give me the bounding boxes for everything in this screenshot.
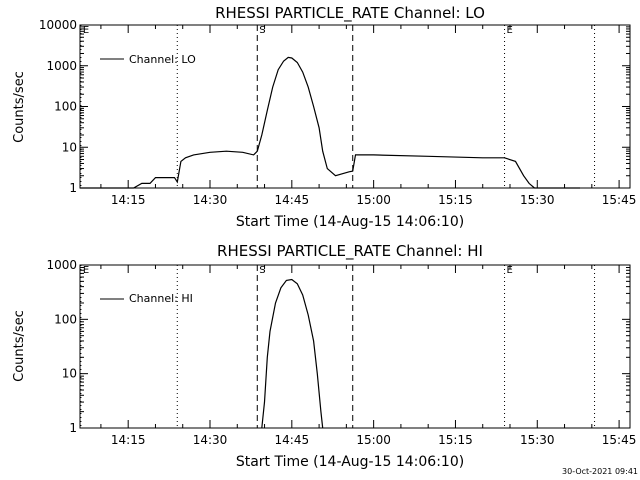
hi-y-axis-label: Counts/sec — [12, 310, 27, 382]
hi-y-tick-label: 100 — [54, 312, 77, 326]
hi-y-tick-label: 1000 — [46, 258, 77, 272]
hi-x-axis-label: Start Time (14-Aug-15 14:06:10) — [236, 454, 464, 470]
lo-x-tick-label: 15:15 — [438, 193, 473, 207]
lo-chart-title: RHESSI PARTICLE_RATE Channel: LO — [215, 4, 485, 23]
lo-marker-label: E — [83, 25, 89, 36]
hi-x-tick-label: 14:15 — [111, 433, 146, 447]
lo-channel-panel: RHESSI PARTICLE_RATE Channel: LO Start T… — [12, 4, 636, 230]
lo-y-tick-label: 1000 — [46, 59, 77, 73]
hi-x-tick-label: 14:30 — [193, 433, 228, 447]
hi-series-line — [261, 278, 324, 429]
lo-marker-label: E — [507, 25, 513, 36]
lo-y-tick-label: 1 — [69, 181, 77, 195]
hi-legend-label: Channel: HI — [129, 292, 193, 305]
lo-legend-label: Channel: LO — [129, 53, 196, 66]
lo-x-tick-label: 14:30 — [193, 193, 228, 207]
hi-x-tick-label: 14:45 — [275, 433, 310, 447]
lo-x-axis-label: Start Time (14-Aug-15 14:06:10) — [236, 214, 464, 230]
hi-chart-title: RHESSI PARTICLE_RATE Channel: HI — [217, 242, 483, 261]
lo-series-line — [80, 56, 580, 189]
lo-x-tick-label: 14:15 — [111, 193, 146, 207]
hi-y-tick-label: 1 — [69, 421, 77, 435]
lo-x-tick-label: 15:30 — [520, 193, 555, 207]
footer-timestamp: 30-Oct-2021 09:41 — [562, 467, 638, 476]
hi-x-tick-label: 15:15 — [438, 433, 473, 447]
lo-y-axis-label: Counts/sec — [12, 71, 27, 143]
hi-channel-panel: RHESSI PARTICLE_RATE Channel: HI Start T… — [12, 242, 636, 470]
lo-x-tick-label: 14:45 — [275, 193, 310, 207]
hi-marker-label: E — [83, 265, 89, 276]
hi-marker-label: S — [259, 265, 265, 276]
hi-x-tick-label: 15:00 — [356, 433, 391, 447]
lo-x-tick-label: 15:00 — [356, 193, 391, 207]
lo-y-tick-label: 10 — [62, 140, 77, 154]
lo-marker-label: S — [259, 25, 265, 36]
lo-x-tick-label: 15:45 — [602, 193, 637, 207]
hi-plot-frame — [79, 264, 631, 429]
hi-y-tick-label: 10 — [62, 367, 77, 381]
lo-y-tick-label: 100 — [54, 100, 77, 114]
hi-x-tick-label: 15:45 — [602, 433, 637, 447]
hi-marker-label: E — [507, 265, 513, 276]
lo-y-tick-label: 10000 — [39, 18, 77, 32]
hi-x-tick-label: 15:30 — [520, 433, 555, 447]
